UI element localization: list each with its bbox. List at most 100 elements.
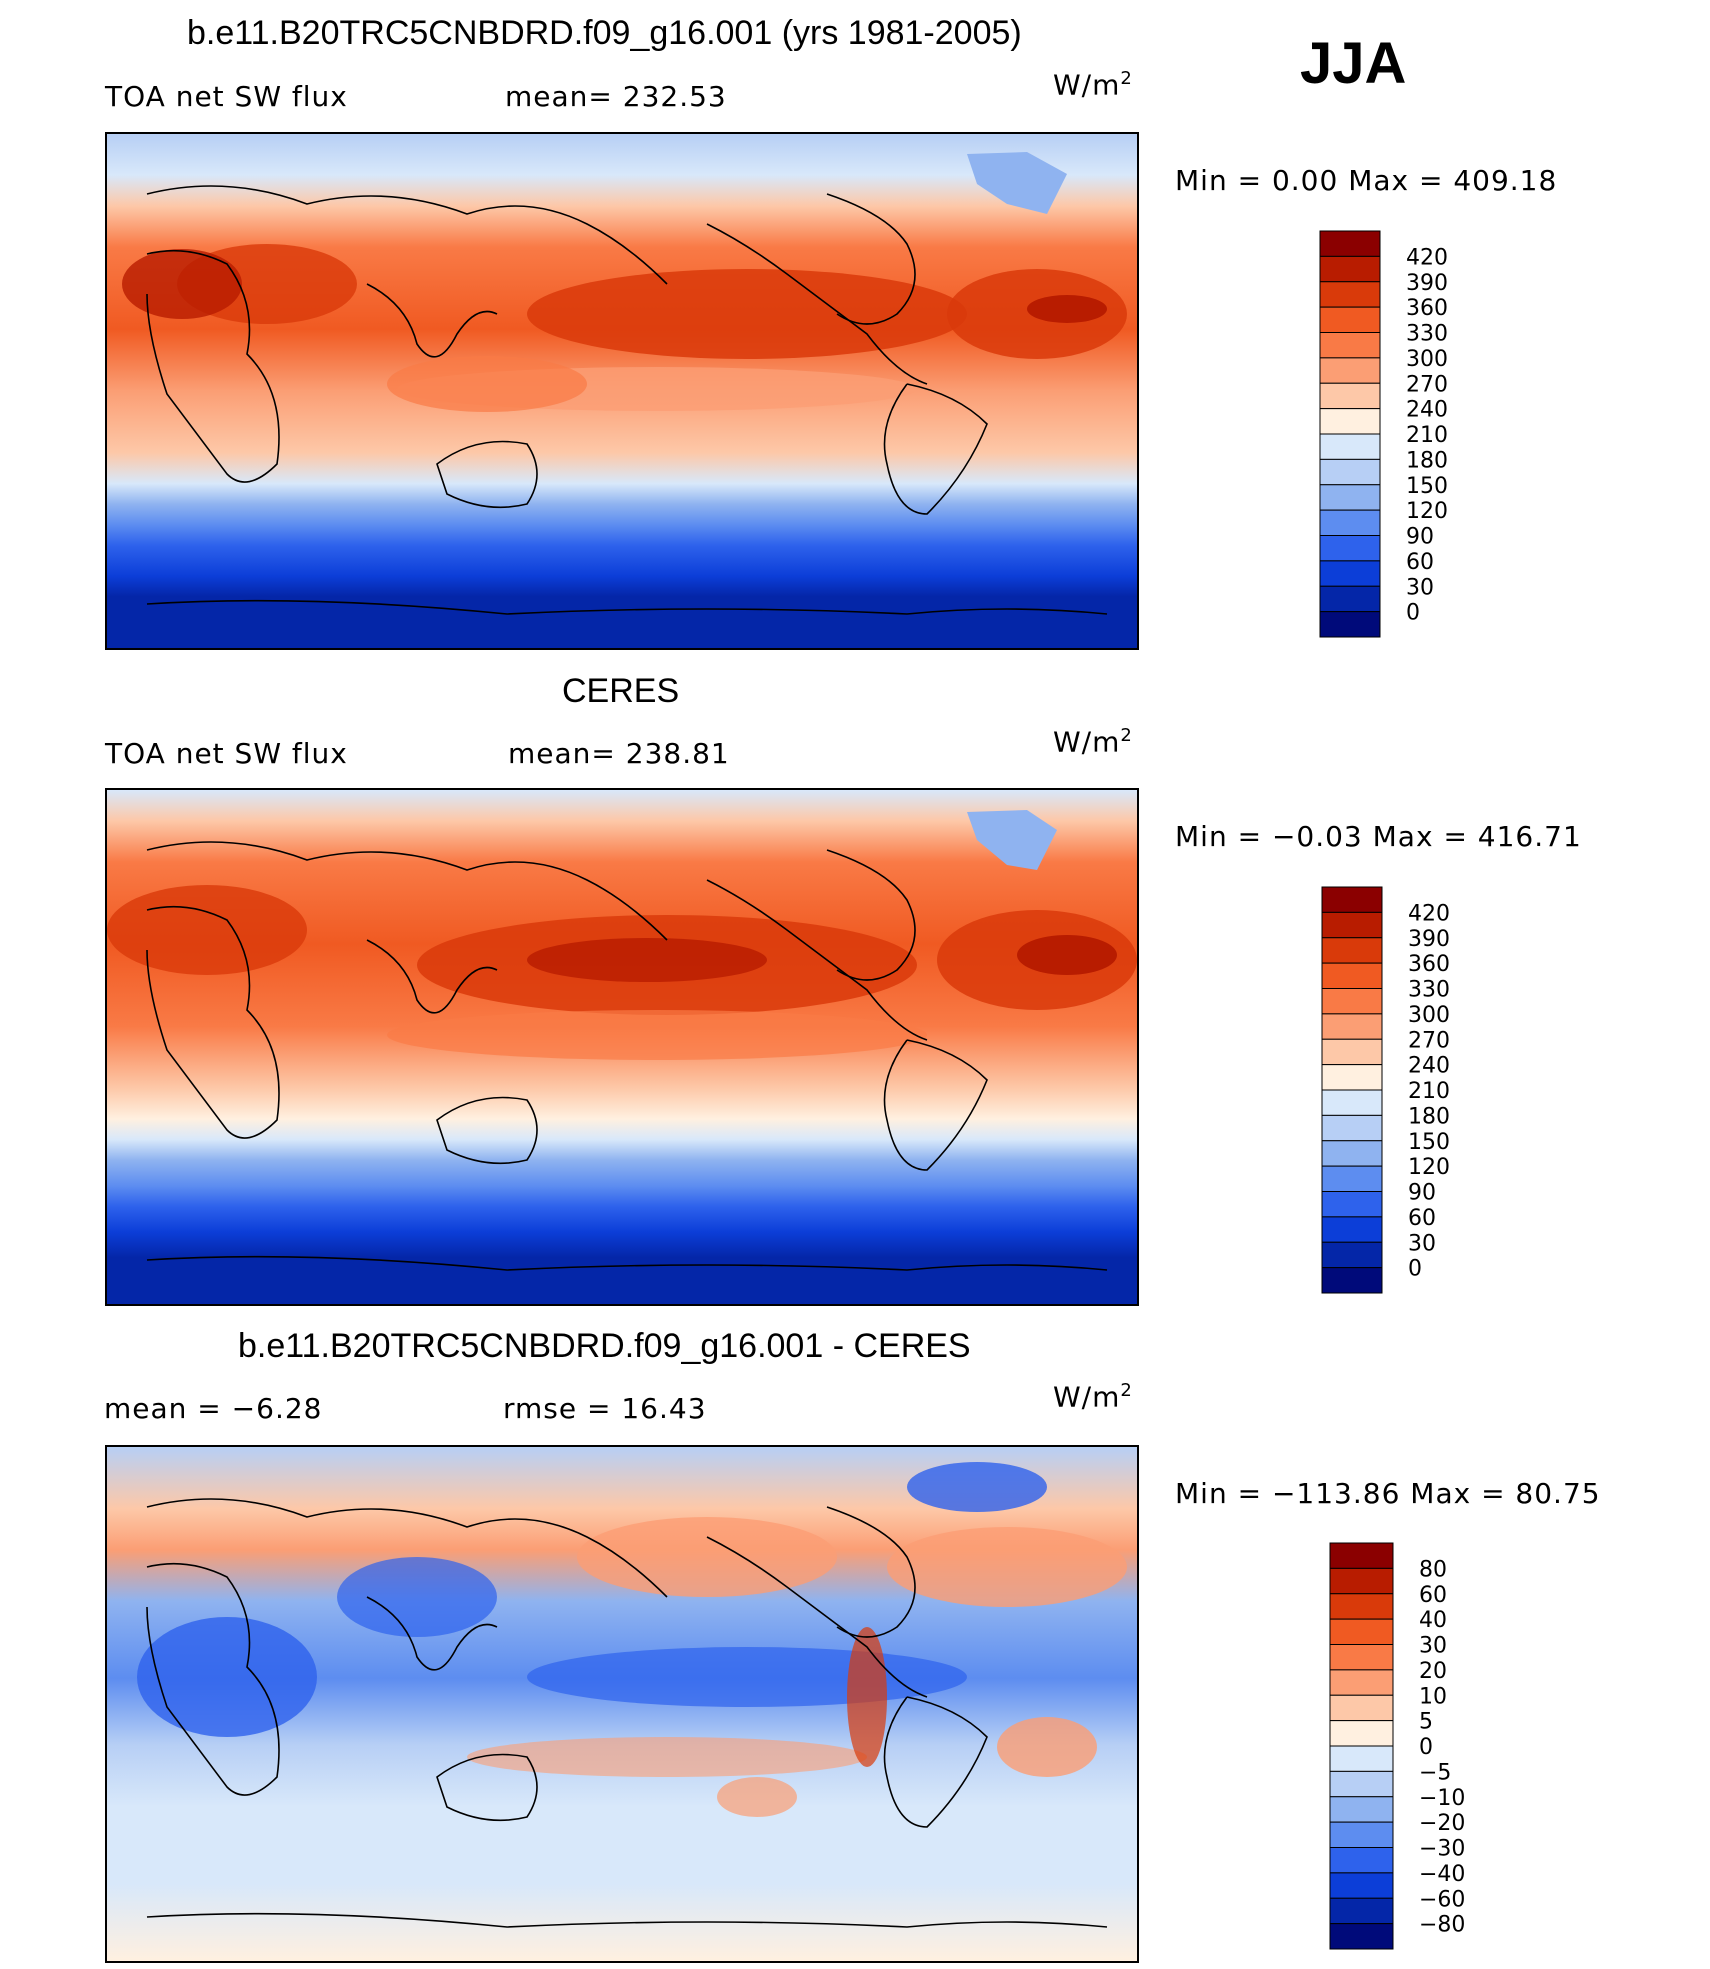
colorbar-label: 360 — [1406, 296, 1448, 321]
colorbar-label: 300 — [1408, 1003, 1450, 1028]
colorbar-swatch — [1321, 1165, 1383, 1193]
colorbar-swatch — [1321, 962, 1383, 990]
colorbar-swatch — [1319, 585, 1381, 613]
colorbar-swatch — [1321, 1267, 1383, 1294]
panel-1-minmax: Min = 0.00 Max = 409.18 — [1175, 164, 1558, 197]
colorbar-swatch — [1329, 1923, 1394, 1950]
colorbar-swatch — [1321, 1191, 1383, 1218]
panel-3-mean-label: mean = −6.28 — [104, 1392, 323, 1425]
colorbar-swatch — [1319, 382, 1381, 410]
colorbar-swatch — [1321, 937, 1383, 964]
colorbar-label: 390 — [1408, 927, 1450, 952]
colorbar-label: 90 — [1406, 525, 1434, 550]
colorbar-swatch — [1329, 1847, 1394, 1874]
colorbar-label: 120 — [1406, 499, 1448, 524]
colorbar-label: 420 — [1408, 901, 1450, 926]
colorbar-swatch — [1319, 458, 1381, 486]
panel-3-units: W/m2 — [1053, 1380, 1133, 1414]
colorbar-label: 270 — [1406, 372, 1448, 397]
colorbar-label: 210 — [1408, 1079, 1450, 1104]
colorbar-swatch — [1319, 484, 1381, 511]
colorbar-swatch — [1329, 1694, 1394, 1722]
panel-1-variable-label: TOA net SW flux — [105, 80, 348, 113]
colorbar-label: 10 — [1419, 1684, 1447, 1709]
colorbar-swatch — [1321, 988, 1383, 1015]
colorbar-swatch — [1321, 1038, 1383, 1066]
colorbar-swatch — [1329, 1593, 1394, 1620]
colorbar-label: 330 — [1408, 978, 1450, 1003]
colorbar-swatch — [1329, 1745, 1394, 1772]
colorbar-swatch — [1329, 1618, 1394, 1646]
colorbar-label: 150 — [1406, 474, 1448, 499]
colorbar-label: 300 — [1406, 347, 1448, 372]
colorbar-swatch — [1319, 332, 1381, 359]
colorbar-label: 240 — [1408, 1054, 1450, 1079]
panel-3-map — [105, 1445, 1139, 1963]
colorbar-swatch — [1321, 886, 1383, 913]
panel-1-title: b.e11.B20TRC5CNBDRD.f09_g16.001 (yrs 198… — [187, 14, 1022, 52]
colorbar-swatch — [1319, 433, 1381, 460]
colorbar-label: 150 — [1408, 1130, 1450, 1155]
colorbar-label: 60 — [1408, 1206, 1436, 1231]
colorbar-label: 180 — [1408, 1104, 1450, 1129]
colorbar-swatch — [1329, 1720, 1394, 1747]
colorbar-label: 80 — [1419, 1557, 1447, 1582]
colorbar-swatch — [1321, 1013, 1383, 1040]
colorbar-swatch — [1321, 1140, 1383, 1167]
colorbar-swatch — [1321, 911, 1383, 939]
colorbar-label: 330 — [1406, 322, 1448, 347]
panel-2-minmax: Min = −0.03 Max = 416.71 — [1175, 820, 1582, 853]
colorbar-swatch — [1319, 306, 1381, 334]
colorbar-label: 20 — [1419, 1659, 1447, 1684]
colorbar-swatch — [1329, 1542, 1394, 1569]
colorbar-swatch — [1321, 1089, 1383, 1116]
colorbar-label: −40 — [1419, 1862, 1465, 1887]
colorbar-label: 30 — [1406, 575, 1434, 600]
colorbar-swatch — [1319, 255, 1381, 283]
colorbar-label: 180 — [1406, 448, 1448, 473]
colorbar-label: 0 — [1419, 1735, 1433, 1760]
colorbar-label: 360 — [1408, 952, 1450, 977]
panel-2-variable-label: TOA net SW flux — [105, 737, 348, 770]
panel-2-units: W/m2 — [1053, 725, 1133, 759]
colorbar-swatch — [1319, 408, 1381, 435]
colorbar-swatch — [1319, 281, 1381, 308]
colorbar-label: 240 — [1406, 398, 1448, 423]
colorbar-label: 5 — [1419, 1710, 1433, 1735]
colorbar-label: 210 — [1406, 423, 1448, 448]
colorbar-label: 420 — [1406, 245, 1448, 270]
colorbar-swatch — [1329, 1644, 1394, 1671]
colorbar-label: −20 — [1419, 1811, 1465, 1836]
colorbar-label: 120 — [1408, 1155, 1450, 1180]
panel-2-mean-label: mean= 238.81 — [508, 737, 730, 770]
colorbar-swatch — [1319, 230, 1381, 257]
colorbar-swatch — [1321, 1216, 1383, 1243]
colorbar-label: −10 — [1419, 1786, 1465, 1811]
colorbar-label: 40 — [1419, 1608, 1447, 1633]
colorbar-label: −5 — [1419, 1760, 1451, 1785]
panel-2-title: CERES — [562, 672, 680, 710]
panel-3-minmax: Min = −113.86 Max = 80.75 — [1175, 1477, 1601, 1510]
colorbar-swatch — [1329, 1669, 1394, 1696]
panel-1-map — [105, 132, 1139, 650]
season-label: JJA — [1300, 31, 1407, 96]
colorbar-swatch — [1329, 1770, 1394, 1798]
colorbar-label: 90 — [1408, 1181, 1436, 1206]
colorbar-label: 0 — [1408, 1257, 1422, 1282]
colorbar-swatch — [1321, 1114, 1383, 1142]
colorbar-swatch — [1319, 535, 1381, 562]
colorbar-label: 60 — [1406, 550, 1434, 575]
colorbar-swatch — [1329, 1567, 1394, 1595]
panel-2-map — [105, 788, 1139, 1306]
panel-3-title: b.e11.B20TRC5CNBDRD.f09_g16.001 - CERES — [238, 1327, 971, 1365]
colorbar-label: −30 — [1419, 1837, 1465, 1862]
panel-1-mean-label: mean= 232.53 — [505, 80, 727, 113]
colorbar-label: 270 — [1408, 1028, 1450, 1053]
colorbar-swatch — [1329, 1897, 1394, 1925]
panel-1-units: W/m2 — [1053, 68, 1133, 102]
colorbar-label: 30 — [1408, 1231, 1436, 1256]
colorbar-label: 30 — [1419, 1634, 1447, 1659]
